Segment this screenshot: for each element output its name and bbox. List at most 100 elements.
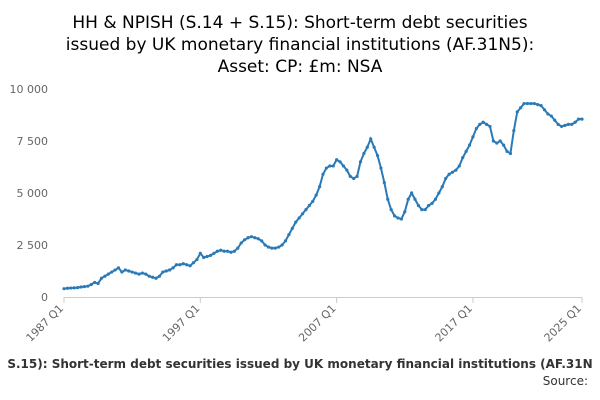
x-tick-label: 2007 Q1 xyxy=(296,302,339,345)
point xyxy=(379,166,383,170)
y-tick-label: 5 000 xyxy=(17,187,49,200)
point xyxy=(103,274,107,278)
point xyxy=(297,216,301,220)
point xyxy=(556,122,560,126)
point xyxy=(369,137,373,141)
point xyxy=(219,248,223,252)
line xyxy=(63,102,582,290)
x-tick-label: 1987 Q1 xyxy=(24,302,67,345)
chart-title: HH & NPISH (S.14 + S.15): Short-term deb… xyxy=(72,13,527,33)
point xyxy=(505,149,509,153)
point xyxy=(99,276,104,280)
point xyxy=(93,280,97,285)
point xyxy=(467,143,472,147)
point xyxy=(410,191,414,195)
point xyxy=(266,245,271,249)
point xyxy=(181,262,185,266)
point xyxy=(392,214,397,218)
point xyxy=(222,249,226,253)
point xyxy=(539,104,543,108)
point xyxy=(355,174,359,178)
point xyxy=(307,203,311,208)
point xyxy=(151,275,155,279)
point xyxy=(76,286,80,290)
point xyxy=(498,139,502,143)
point xyxy=(116,266,121,270)
point xyxy=(488,124,492,129)
point xyxy=(198,251,202,255)
point xyxy=(168,268,172,272)
point xyxy=(130,270,134,274)
chart-title: Asset: CP: £m: NSA xyxy=(218,57,383,77)
point xyxy=(396,216,400,220)
point xyxy=(283,239,288,243)
point xyxy=(171,266,175,270)
point xyxy=(72,286,76,290)
point xyxy=(263,243,267,247)
point xyxy=(478,122,482,126)
point xyxy=(317,185,322,189)
point xyxy=(335,158,339,162)
point xyxy=(382,181,386,185)
x-tick-label: 2025 Q1 xyxy=(542,302,585,345)
point xyxy=(215,249,219,253)
point xyxy=(294,220,298,224)
point xyxy=(508,151,513,156)
point xyxy=(188,264,192,268)
point xyxy=(321,172,325,176)
point xyxy=(154,276,158,280)
point xyxy=(256,237,260,241)
point xyxy=(280,243,284,247)
point xyxy=(471,135,475,139)
point xyxy=(474,126,478,131)
point xyxy=(144,272,148,276)
point xyxy=(331,164,335,168)
point xyxy=(328,164,332,168)
point xyxy=(202,255,206,260)
point xyxy=(123,268,127,272)
point xyxy=(232,249,236,253)
point xyxy=(106,272,110,276)
point xyxy=(89,282,93,287)
point xyxy=(137,272,141,276)
point xyxy=(365,145,369,149)
point xyxy=(352,176,356,181)
point xyxy=(246,236,250,240)
point xyxy=(133,271,138,275)
point xyxy=(423,208,427,212)
point xyxy=(444,176,448,181)
point xyxy=(314,193,318,197)
point xyxy=(529,101,533,106)
point xyxy=(110,270,114,274)
point xyxy=(515,110,519,114)
point xyxy=(542,108,547,112)
point xyxy=(559,124,564,129)
point xyxy=(311,199,315,203)
point xyxy=(225,249,230,253)
point xyxy=(481,120,485,124)
point xyxy=(491,139,495,143)
point xyxy=(406,197,410,201)
y-tick-label: 7 500 xyxy=(17,135,49,148)
y-tick-label: 10 000 xyxy=(10,83,49,96)
point xyxy=(386,197,390,201)
point xyxy=(570,122,574,126)
point xyxy=(454,168,458,172)
point xyxy=(338,160,342,164)
point xyxy=(464,149,468,153)
point xyxy=(573,120,577,124)
point xyxy=(375,153,380,158)
y-tick-label: 0 xyxy=(41,291,48,304)
point xyxy=(120,270,124,274)
point xyxy=(140,271,144,275)
point xyxy=(413,197,417,201)
point xyxy=(304,208,308,212)
point xyxy=(69,286,73,290)
point xyxy=(229,250,233,254)
point xyxy=(420,208,424,212)
point xyxy=(512,129,516,133)
point xyxy=(324,166,329,170)
point xyxy=(563,123,567,127)
point xyxy=(239,241,243,245)
